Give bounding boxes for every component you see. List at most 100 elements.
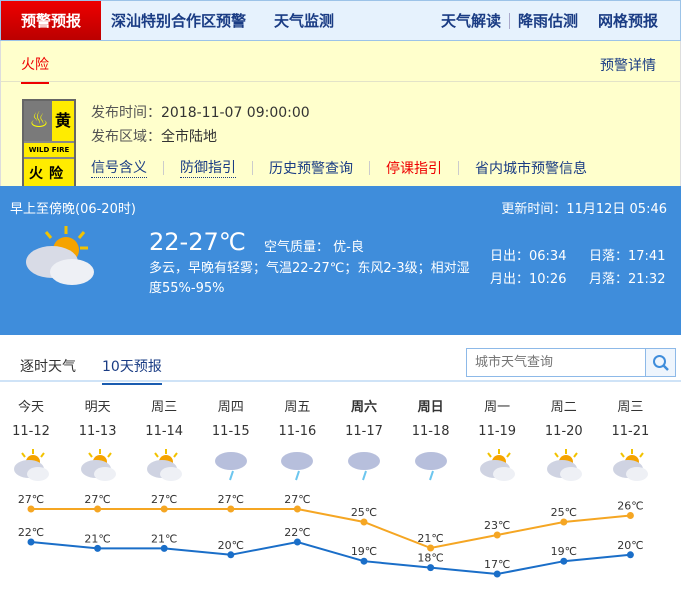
day-date: 11-12 bbox=[12, 424, 50, 439]
city-search-input[interactable] bbox=[467, 349, 645, 376]
high-temp-point bbox=[427, 544, 435, 552]
day-name: 周日 bbox=[417, 400, 444, 415]
tab-10-day[interactable]: 10天预报 bbox=[102, 356, 162, 385]
divider bbox=[163, 160, 164, 175]
fire-warning-badge: ♨ 黄 WILD FIRE 火险 bbox=[22, 99, 76, 192]
low-temp-label: 19℃ bbox=[351, 545, 377, 558]
link-signal-meaning[interactable]: 信号含义 bbox=[91, 157, 147, 178]
low-temp-point bbox=[227, 551, 235, 559]
high-temp-point bbox=[27, 505, 35, 513]
partly-cloudy-icon bbox=[144, 447, 184, 483]
high-temp-point bbox=[493, 531, 501, 539]
nav-rain-estimate[interactable]: 降雨估测 bbox=[517, 12, 578, 30]
nav-warning-forecast[interactable]: 预警预报 bbox=[1, 1, 101, 40]
link-province-warnings[interactable]: 省内城市预警信息 bbox=[475, 160, 587, 177]
today-weather-panel: 早上至傍晚(06-20时) 更新时间：11月12日 05:46 22-27℃ 空… bbox=[0, 186, 681, 335]
link-history-query[interactable]: 历史预警查询 bbox=[269, 160, 353, 177]
low-temp-point bbox=[493, 570, 501, 578]
high-temp-label: 25℃ bbox=[351, 506, 377, 519]
day-name: 周二 bbox=[550, 400, 577, 415]
low-temp-point bbox=[94, 544, 102, 552]
weather-description: 多云，早晚有轻雾；气温22-27℃；东风2-3级；相对湿度55%-95% bbox=[149, 261, 470, 296]
day-date: 11-14 bbox=[145, 424, 184, 439]
moonset: 月落：21:32 bbox=[589, 272, 666, 287]
low-temp-point bbox=[360, 557, 368, 565]
high-temp-label: 27℃ bbox=[18, 493, 44, 506]
day-date: 11-17 bbox=[345, 424, 383, 439]
sunset: 日落：17:41 bbox=[589, 249, 666, 264]
nav-shenshan-warning[interactable]: 深汕特别合作区预警 bbox=[111, 12, 247, 30]
day-date: 11-15 bbox=[211, 424, 250, 439]
day-name: 周五 bbox=[284, 400, 311, 415]
day-date: 11-21 bbox=[611, 424, 650, 439]
light-rain-icon bbox=[411, 447, 451, 483]
forecast-day: 周一 11-19 bbox=[464, 396, 530, 439]
moonrise: 月出：10:26 bbox=[490, 272, 567, 287]
top-nav: 预警预报 深汕特别合作区预警 天气监测 天气解读 降雨估测 网格预报 bbox=[0, 0, 681, 41]
high-temp-label: 27℃ bbox=[218, 493, 244, 506]
badge-cn: 火险 bbox=[24, 159, 74, 190]
badge-level: 黄 bbox=[52, 101, 74, 141]
warning-detail-link[interactable]: 预警详情 bbox=[600, 58, 656, 74]
low-temp-point bbox=[293, 538, 301, 546]
search-button[interactable] bbox=[645, 349, 675, 376]
link-class-suspension[interactable]: 停课指引 bbox=[386, 160, 442, 177]
day-name: 周三 bbox=[617, 400, 644, 415]
high-temp-label: 27℃ bbox=[84, 493, 110, 506]
low-temp-line bbox=[30, 540, 631, 576]
high-temp-point bbox=[293, 505, 301, 513]
issue-time-value: 2018-11-07 09:00:00 bbox=[161, 105, 310, 121]
forecast-day: 周三 11-21 bbox=[597, 396, 663, 439]
low-temp-point bbox=[27, 538, 35, 546]
issue-area: 发布区域：全市陆地 bbox=[91, 126, 217, 146]
low-temp-label: 21℃ bbox=[84, 532, 110, 545]
forecast-day: 周三 11-14 bbox=[131, 396, 197, 439]
partly-cloudy-icon bbox=[477, 447, 517, 483]
forecast-day: 周六 11-17 bbox=[331, 396, 397, 439]
badge-en: WILD FIRE bbox=[24, 143, 74, 157]
low-temp-label: 18℃ bbox=[417, 552, 443, 565]
warning-links: 信号含义 防御指引 历史预警查询 停课指引 省内城市预警信息 bbox=[91, 157, 587, 178]
high-temp-line bbox=[31, 508, 631, 550]
update-time: 更新时间：11月12日 05:46 bbox=[501, 202, 667, 217]
high-temp-point bbox=[626, 512, 634, 519]
day-date: 11-20 bbox=[544, 424, 583, 439]
low-temp-label: 19℃ bbox=[551, 545, 577, 558]
high-temp-point bbox=[560, 518, 568, 526]
divider bbox=[458, 160, 459, 175]
day-date: 11-13 bbox=[78, 424, 117, 439]
partly-cloudy-icon bbox=[11, 447, 51, 483]
high-temp-point bbox=[360, 518, 368, 526]
high-temp-label: 27℃ bbox=[284, 493, 310, 506]
partly-cloudy-icon bbox=[78, 447, 118, 483]
temperature-range: 22-27℃ bbox=[149, 228, 246, 256]
nav-grid-forecast[interactable]: 网格预报 bbox=[597, 12, 658, 30]
issue-time-label: 发布时间： bbox=[91, 105, 161, 121]
day-date: 11-19 bbox=[478, 424, 517, 439]
low-temp-point bbox=[160, 544, 168, 552]
flame-icon: ♨ bbox=[24, 101, 54, 141]
low-temp-label: 20℃ bbox=[218, 539, 244, 552]
forecast-day: 周五 11-16 bbox=[264, 396, 330, 439]
tab-hourly[interactable]: 逐时天气 bbox=[20, 359, 76, 375]
partly-cloudy-icon bbox=[610, 447, 650, 483]
divider bbox=[252, 160, 253, 175]
nav-weather-monitor[interactable]: 天气监测 bbox=[274, 12, 335, 30]
forecast-day: 周二 11-20 bbox=[531, 396, 597, 439]
forecast-period: 早上至傍晚(06-20时) bbox=[10, 202, 136, 217]
partly-cloudy-icon bbox=[26, 226, 94, 285]
high-temp-label: 27℃ bbox=[151, 493, 177, 506]
high-temp-label: 26℃ bbox=[617, 500, 643, 513]
light-rain-icon bbox=[344, 447, 384, 483]
link-defense-guide[interactable]: 防御指引 bbox=[180, 157, 236, 178]
low-temp-label: 22℃ bbox=[284, 526, 310, 539]
partly-cloudy-icon bbox=[544, 447, 584, 483]
tab-fire-risk[interactable]: 火险 bbox=[21, 54, 49, 84]
nav-weather-interpret[interactable]: 天气解读 bbox=[440, 12, 501, 30]
search-icon bbox=[652, 354, 669, 371]
city-search bbox=[466, 348, 676, 377]
day-date: 11-16 bbox=[278, 424, 317, 439]
issue-area-label: 发布区域： bbox=[91, 129, 161, 145]
high-temp-label: 23℃ bbox=[484, 519, 510, 532]
low-temp-label: 20℃ bbox=[617, 539, 643, 552]
